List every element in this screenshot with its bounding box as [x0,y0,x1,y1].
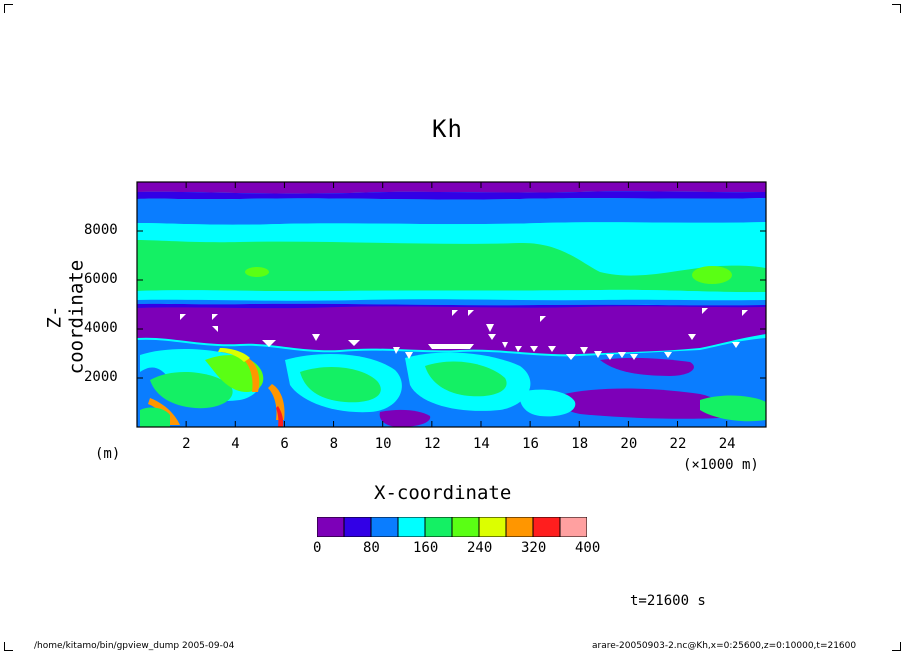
kh-lower-purple-patch-2 [600,357,694,376]
corner-mark-top-left [4,4,13,13]
x-tick-label: 22 [669,436,687,452]
kh-vortex-4 [150,371,233,409]
x-tick-label: 18 [571,436,589,452]
kh-lower-purple-patch-1 [558,388,724,419]
kh-lower-green-patch [700,395,766,422]
x-tick-label: 4 [231,436,240,452]
x-tick-label: 8 [329,436,338,452]
x-tick-label: 10 [374,436,392,452]
x-tick-label: 24 [718,436,736,452]
kh-hot-streak-5 [218,348,250,362]
kh-patch-lime-1 [245,267,269,277]
x-tick-label: 6 [280,436,289,452]
colorbar-label: 320 [521,540,547,556]
colorbar-swatch [478,517,507,537]
kh-band-midblue [137,198,766,225]
y-tick-label: 6000 [84,271,118,287]
x-unit-label: (m) [95,446,121,462]
x-tick-label: 14 [472,436,490,452]
colorbar-swatch [343,517,372,537]
colorbar-swatch [370,517,399,537]
y-tick-label: 2000 [84,369,118,385]
kh-hot-streak-1 [244,358,260,392]
kh-band-purple-core [137,306,766,355]
kh-lower-cyan-patch [519,389,576,417]
x-tick-label: 16 [522,436,539,452]
corner-mark-top-right [892,4,901,13]
chart-title: Kh [432,115,463,143]
colorbar-swatch [532,517,561,537]
colorbar-swatch [424,517,453,537]
colorbar-swatch [505,517,534,537]
kh-band-blue-mid [137,299,766,306]
y-tick-marks [137,230,766,379]
footer-right: arare-20050903-2.nc@Kh,x=0:25600,z=0:100… [592,641,857,651]
colorbar-swatch [397,517,426,537]
kh-band-cyan-upper [137,222,766,244]
kh-vortex-6 [425,361,507,397]
colorbar-swatch [317,517,345,537]
corner-mark-bottom-left [4,642,13,651]
time-label: t=21600 s [630,593,706,609]
plot-frame [136,181,767,428]
colorbar-swatch [559,517,587,537]
colorbar-label: 0 [313,540,322,556]
colorbar-swatch [451,517,480,537]
colorbar-label: 400 [575,540,601,556]
kh-patch-lime-2 [692,266,732,284]
x-tick-marks [185,182,728,427]
corner-mark-bottom-right [892,642,901,651]
colorbar-label: 240 [467,540,493,556]
footer-left: /home/kitamo/bin/gpview_dump 2005-09-04 [34,641,235,651]
kh-hot-streak-3 [276,406,284,427]
kh-band-cyan-mid [137,289,766,301]
kh-band-green [137,240,766,293]
x-axis-title: X-coordinate [374,482,512,504]
kh-field [137,182,766,427]
colorbar [317,517,587,537]
y-tick-label: 4000 [84,320,118,336]
x-tick-label: 20 [620,436,638,452]
kh-vortex-5 [300,367,381,403]
x-tick-label: 12 [423,436,441,452]
kh-lower-green-patch-2 [140,407,170,427]
kh-band-top-purple [137,182,766,194]
colorbar-label: 160 [413,540,439,556]
kh-lower-purple-patch-3 [379,409,431,427]
y-axis-title: Z-coordinate [43,259,88,375]
y-tick-label: 8000 [84,222,118,238]
kh-missing-cells [180,308,748,360]
x-tick-label: 2 [182,436,191,452]
colorbar-label: 80 [363,540,380,556]
x-scale-label: (×1000 m) [683,457,759,473]
kh-band-blue-upper [137,191,766,200]
